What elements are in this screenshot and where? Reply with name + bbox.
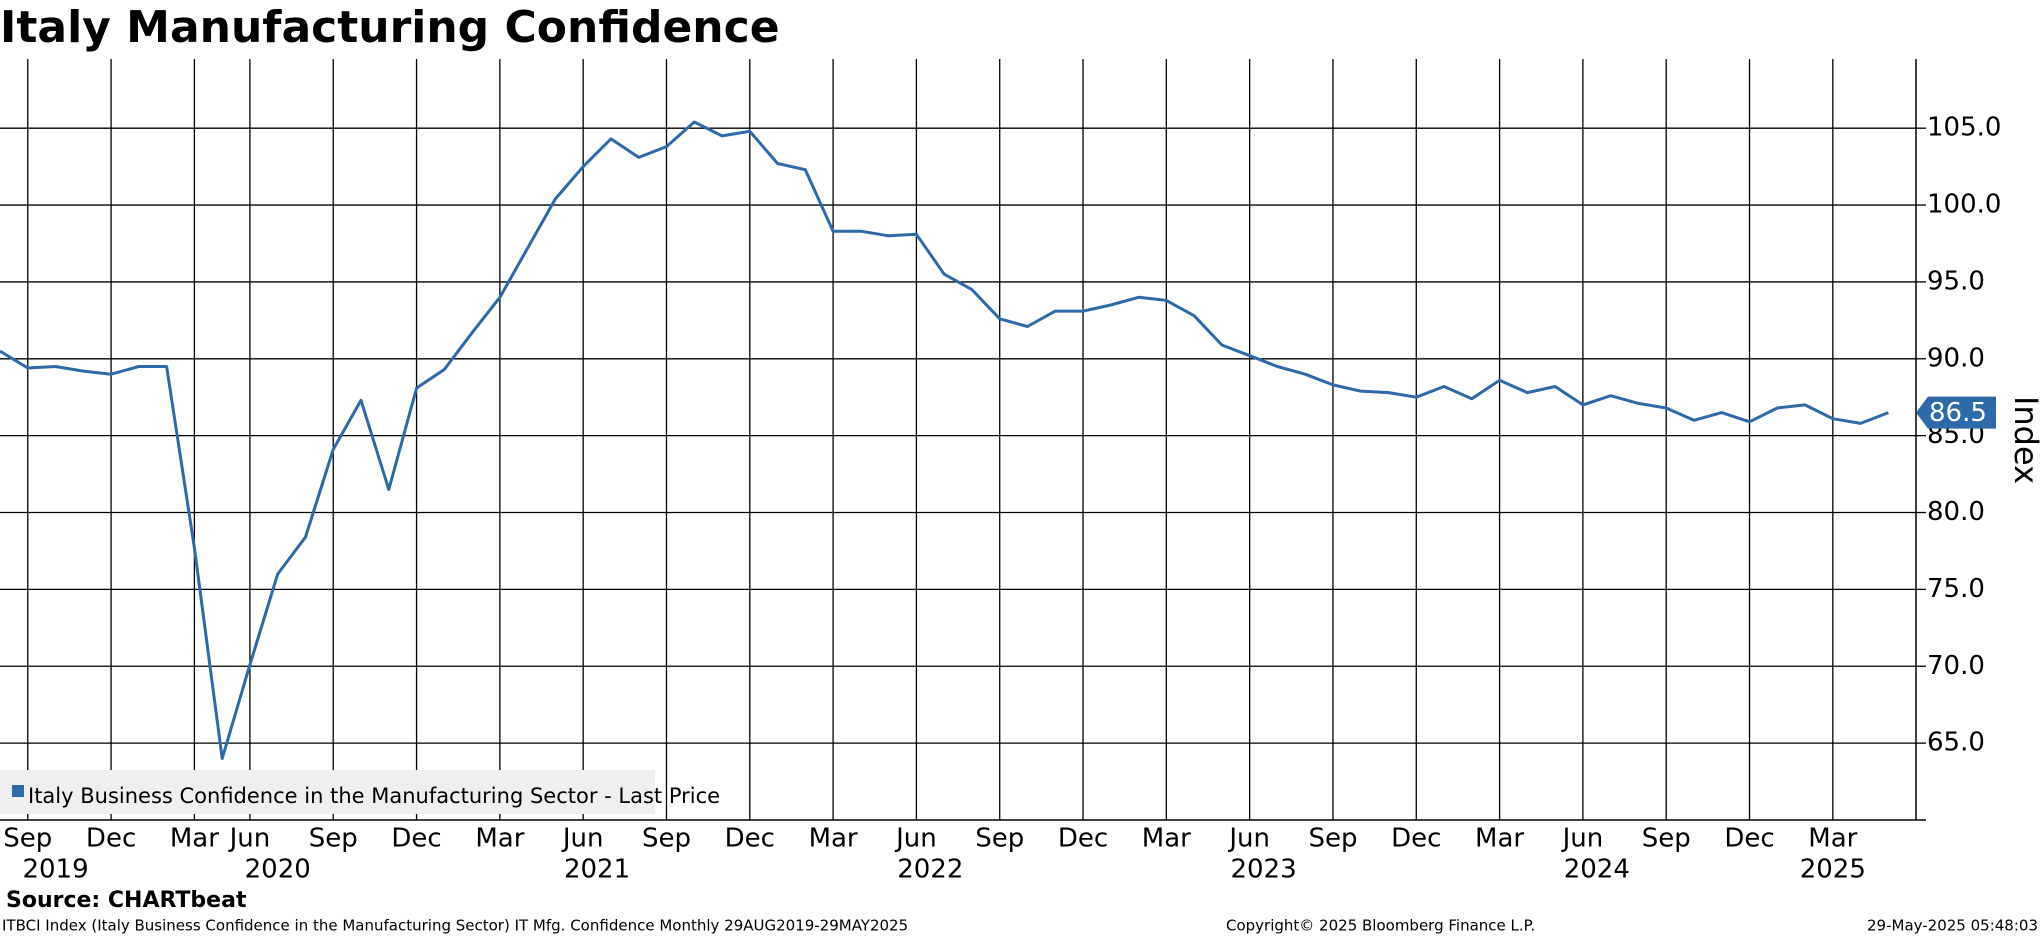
x-tick-label: Dec xyxy=(1058,824,1108,854)
x-year-label: 2024 xyxy=(1564,855,1630,885)
x-tick-label: Dec xyxy=(1724,824,1774,854)
footer-right: 29-May-2025 05:48:03 xyxy=(1867,917,2038,935)
legend-box xyxy=(0,770,655,814)
last-value-tag xyxy=(1916,396,1996,429)
legend-label: Italy Business Confidence in the Manufac… xyxy=(28,784,720,808)
footer-left: ITBCI Index (Italy Business Confidence i… xyxy=(2,917,908,935)
x-tick-label: Sep xyxy=(1308,824,1357,854)
x-tick-label: Mar xyxy=(1808,824,1857,854)
footer-center: Copyright© 2025 Bloomberg Finance L.P. xyxy=(1226,917,1535,935)
x-tick-label: Sep xyxy=(309,824,358,854)
source: Source: CHARTbeat xyxy=(6,888,247,913)
x-tick-label: Mar xyxy=(1142,824,1191,854)
x-tick-label: Jun xyxy=(1227,824,1270,854)
x-year-label: 2022 xyxy=(897,855,963,885)
x-tick-label: Sep xyxy=(642,824,691,854)
y-tick-label: 95.0 xyxy=(1927,266,1985,296)
y-tick-label: 65.0 xyxy=(1927,728,1985,758)
x-year-label: 2021 xyxy=(564,855,630,885)
x-tick-label: Jun xyxy=(561,824,604,854)
last-value-label: 86.5 xyxy=(1929,398,1987,428)
y-tick-label: 90.0 xyxy=(1927,343,1985,373)
y-axis-label: Index xyxy=(2007,396,2041,484)
x-year-label: 2023 xyxy=(1230,855,1296,885)
x-year-label: 2025 xyxy=(1800,855,1866,885)
x-tick-label: Sep xyxy=(975,824,1024,854)
chart-title: Italy Manufacturing Confidence xyxy=(0,2,780,53)
legend-swatch xyxy=(12,785,24,797)
y-tick-label: 70.0 xyxy=(1927,651,1985,681)
series-line xyxy=(0,120,1889,760)
x-tick-label: Mar xyxy=(1475,824,1524,854)
x-tick-label: Dec xyxy=(86,824,136,854)
x-tick-label: Jun xyxy=(1561,824,1604,854)
x-year-label: 2019 xyxy=(22,855,88,885)
x-tick-label: Sep xyxy=(1642,824,1691,854)
y-tick-label: 80.0 xyxy=(1927,497,1985,527)
x-tick-label: Jun xyxy=(894,824,937,854)
x-tick-label: Dec xyxy=(1391,824,1441,854)
x-tick-label: Jun xyxy=(228,824,271,854)
x-tick-label: Dec xyxy=(391,824,441,854)
x-tick-label: Mar xyxy=(475,824,524,854)
y-tick-label: 75.0 xyxy=(1927,574,1985,604)
x-tick-label: Mar xyxy=(809,824,858,854)
x-tick-label: Dec xyxy=(725,824,775,854)
y-tick-label: 105.0 xyxy=(1927,113,2001,143)
x-tick-label: Mar xyxy=(170,824,219,854)
x-tick-label: Sep xyxy=(3,824,52,854)
y-tick-label: 100.0 xyxy=(1927,190,2001,220)
x-year-label: 2020 xyxy=(245,855,311,885)
